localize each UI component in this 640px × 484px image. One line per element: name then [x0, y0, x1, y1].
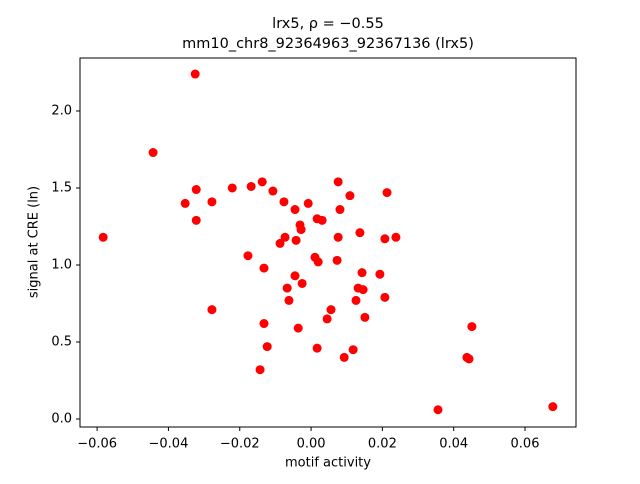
point — [290, 271, 300, 281]
plot-frame — [79, 57, 577, 428]
point — [351, 295, 361, 305]
point — [322, 314, 332, 324]
point — [284, 295, 294, 305]
point — [207, 197, 217, 207]
point — [339, 352, 349, 362]
y-tick-label: 1.0 — [51, 257, 72, 272]
x-tick-label: −0.04 — [149, 437, 189, 452]
point — [380, 292, 390, 302]
point — [246, 181, 256, 191]
point — [268, 186, 278, 196]
point — [375, 269, 385, 279]
point — [297, 278, 307, 288]
point — [380, 234, 390, 244]
point — [290, 205, 300, 215]
point — [313, 257, 323, 267]
point — [345, 191, 355, 201]
x-tick-label: 0.04 — [439, 437, 468, 452]
point — [355, 228, 365, 238]
y-axis-label: signal at CRE (ln) — [27, 186, 42, 298]
point — [291, 235, 301, 245]
point — [148, 148, 158, 158]
point — [180, 198, 190, 208]
chart-subtitle: mm10_chr8_92364963_92367136 (lrx5) — [182, 36, 474, 52]
point — [332, 255, 342, 265]
y-tick-label: 0.0 — [51, 411, 72, 426]
x-tick-label: 0.00 — [297, 437, 326, 452]
point — [382, 188, 392, 198]
point — [358, 285, 368, 295]
point — [255, 365, 265, 375]
point — [191, 185, 201, 195]
point — [259, 263, 269, 273]
x-tick-label: −0.02 — [220, 437, 260, 452]
x-tick-label: 0.02 — [368, 437, 397, 452]
point — [98, 232, 108, 242]
point — [243, 251, 253, 261]
point — [335, 205, 345, 215]
y-tick-label: 1.5 — [51, 180, 72, 195]
point — [548, 402, 558, 412]
point — [326, 305, 336, 315]
point — [348, 345, 358, 355]
y-tick-label: 2.0 — [51, 103, 72, 118]
point — [293, 323, 303, 333]
point — [360, 312, 370, 322]
point — [257, 177, 267, 187]
chart-title: lrx5, ρ = −0.55 — [272, 16, 384, 32]
point — [464, 354, 474, 364]
point — [333, 177, 343, 187]
point — [191, 215, 201, 225]
point — [357, 268, 367, 278]
point — [333, 232, 343, 242]
point — [317, 215, 327, 225]
point — [312, 343, 322, 353]
point — [391, 232, 401, 242]
x-axis-label: motif activity — [285, 456, 371, 471]
point — [279, 197, 289, 207]
point — [227, 183, 237, 193]
point — [282, 283, 292, 293]
x-tick-label: −0.06 — [77, 437, 117, 452]
point — [190, 69, 200, 79]
point — [259, 319, 269, 329]
point — [303, 198, 313, 208]
x-tick-label: 0.06 — [511, 437, 540, 452]
point — [280, 232, 290, 242]
point — [275, 238, 285, 248]
point — [262, 342, 272, 352]
point — [207, 305, 217, 315]
y-tick-label: 0.5 — [51, 334, 72, 349]
point — [467, 322, 477, 332]
point — [433, 405, 443, 415]
point — [296, 225, 306, 235]
